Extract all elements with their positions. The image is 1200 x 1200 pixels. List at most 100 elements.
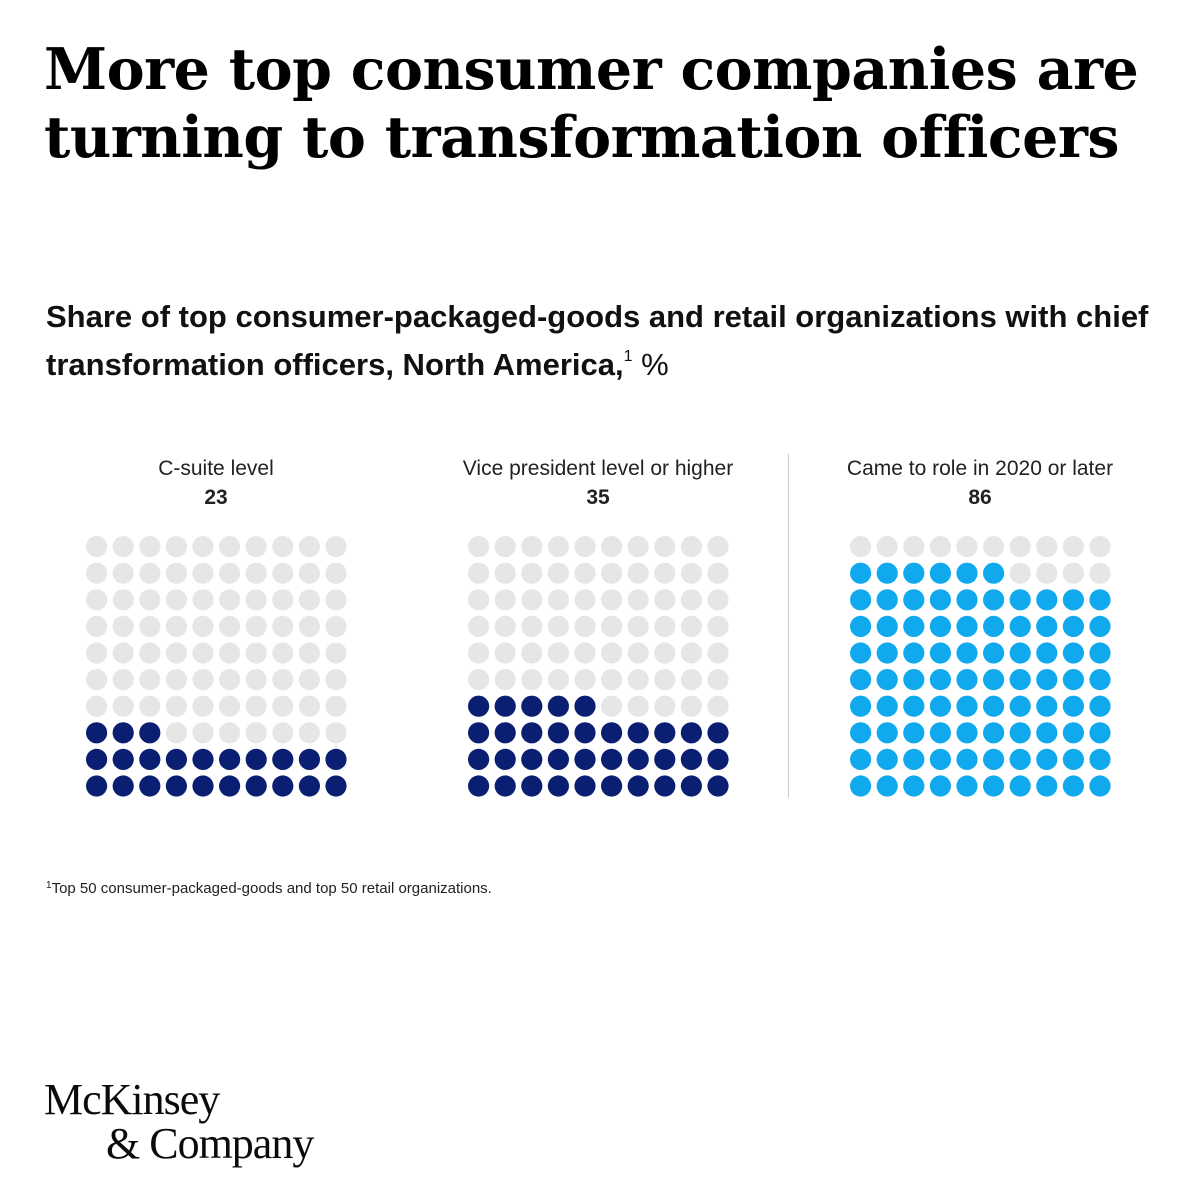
waffle-dot-filled [929,562,951,584]
waffle-dot-filled [86,722,108,744]
waffle-dot-empty [627,695,649,717]
waffle-dot-empty [112,642,134,664]
waffle-dot-filled [876,589,898,611]
waffle-dot-filled [903,589,925,611]
waffle-dot-empty [494,642,516,664]
waffle-dot-filled [1089,589,1111,611]
waffle-dot-empty [547,589,569,611]
waffle-dot-empty [707,669,729,691]
page-title: More top consumer companies are turning … [44,36,1139,171]
waffle-dot-filled [956,615,978,637]
brand-logo-line1: McKinsey [44,1075,220,1124]
waffle-dot-filled [1036,642,1058,664]
waffle-dot-empty [298,695,320,717]
waffle-dot-empty [601,589,623,611]
waffle-dot-empty [654,695,676,717]
waffle-dot-empty [654,589,676,611]
waffle-dot-empty [601,536,623,558]
waffle-dot-empty [903,536,925,558]
waffle-dot-filled [1089,748,1111,770]
waffle-dot-filled [876,695,898,717]
waffle-dot-filled [903,615,925,637]
waffle-dot-empty [298,722,320,744]
waffle-dot-empty [680,615,702,637]
waffle-dot-empty [139,615,161,637]
waffle-dot-empty [521,536,543,558]
waffle-dot-filled [903,562,925,584]
waffle-dot-filled [298,748,320,770]
waffle-dot-filled [521,748,543,770]
panel-label: C-suite level [158,457,274,480]
waffle-dot-filled [1089,615,1111,637]
waffle-dot-empty [139,695,161,717]
waffle-dot-filled [574,722,596,744]
waffle-dot-filled [956,669,978,691]
waffle-dot-empty [654,642,676,664]
waffle-dot-filled [521,775,543,797]
brand-logo: McKinsey & Company [44,1075,314,1166]
waffle-dot-filled [929,748,951,770]
waffle-dot-empty [574,589,596,611]
waffle-dot-empty [86,562,108,584]
waffle-dot-empty [601,695,623,717]
waffle-dot-empty [707,642,729,664]
waffle-panel-c-suite: C-suite level 23 [56,455,376,800]
waffle-dot-empty [876,536,898,558]
waffle-dot-filled [1062,748,1084,770]
waffle-dot-empty [219,642,241,664]
waffle-dot-empty [272,615,294,637]
waffle-dot-empty [245,722,267,744]
panel-value: 23 [204,486,228,509]
waffle-dot-empty [325,669,347,691]
waffle-dot-filled [1089,695,1111,717]
waffle-dot-filled [1036,615,1058,637]
waffle-dot-filled [956,562,978,584]
waffle-dot-filled [983,775,1005,797]
waffle-dot-empty [521,615,543,637]
waffle-dot-filled [983,748,1005,770]
waffle-dot-filled [654,722,676,744]
waffle-dot-filled [521,722,543,744]
waffle-dot-empty [86,642,108,664]
waffle-dot-filled [983,589,1005,611]
waffle-dot-empty [298,562,320,584]
waffle-dot-filled [983,669,1005,691]
waffle-dot-filled [956,775,978,797]
waffle-dot-filled [850,775,872,797]
waffle-grid [850,536,1111,797]
waffle-dot-empty [494,669,516,691]
waffle-dot-empty [325,562,347,584]
waffle-dot-empty [298,536,320,558]
footnote-text: Top 50 consumer-packaged-goods and top 5… [51,880,492,897]
waffle-dot-filled [929,775,951,797]
waffle-dot-filled [468,695,490,717]
waffle-dot-filled [903,748,925,770]
waffle-dot-empty [219,536,241,558]
waffle-dot-empty [325,615,347,637]
waffle-dot-filled [627,748,649,770]
waffle-dot-empty [1036,562,1058,584]
waffle-dot-empty [627,615,649,637]
waffle-dot-filled [1036,589,1058,611]
waffle-dot-empty [680,589,702,611]
waffle-dot-filled [1062,589,1084,611]
waffle-dot-empty [929,536,951,558]
waffle-dot-empty [245,669,267,691]
waffle-dot-filled [325,748,347,770]
waffle-dot-filled [547,722,569,744]
waffle-dot-empty [192,669,214,691]
waffle-dot-filled [272,775,294,797]
waffle-dot-empty [325,642,347,664]
waffle-dot-empty [139,589,161,611]
waffle-dot-empty [1089,536,1111,558]
panel-label: Vice president level or higher [462,457,734,480]
waffle-dot-empty [494,589,516,611]
waffle-dot-empty [468,589,490,611]
waffle-dot-empty [192,615,214,637]
waffle-dot-empty [192,589,214,611]
waffle-dot-empty [574,536,596,558]
waffle-dot-empty [521,669,543,691]
waffle-dot-filled [112,748,134,770]
waffle-dot-filled [165,775,187,797]
waffle-dot-empty [272,589,294,611]
